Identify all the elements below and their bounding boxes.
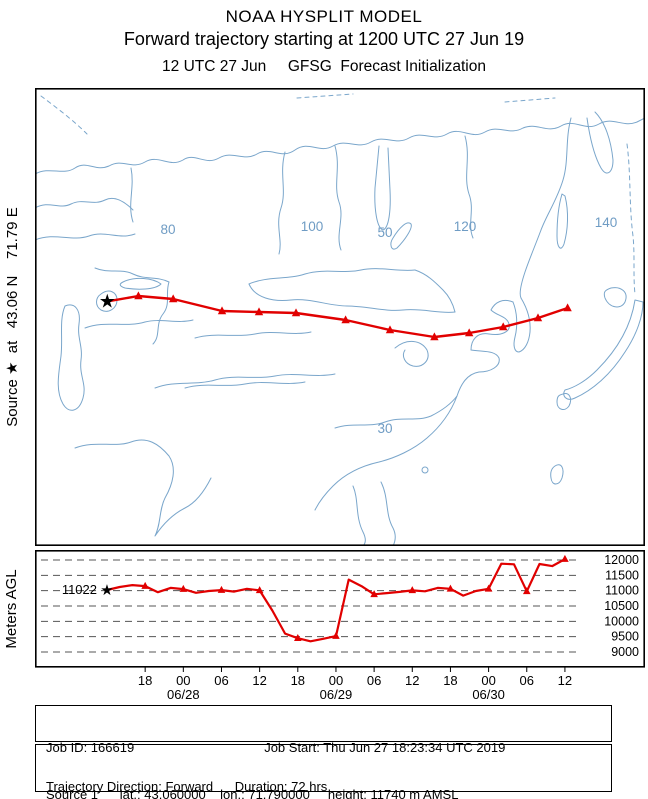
trajectory-marker [254, 307, 264, 316]
time-tick-label: 18 [443, 673, 457, 688]
profile-marker [561, 554, 569, 562]
time-tick-label: 12 [558, 673, 572, 688]
date-label: 06/29 [320, 687, 353, 702]
trajectory-marker [385, 325, 395, 334]
graticule-label: 100 [301, 219, 324, 234]
time-tick-label: 12 [405, 673, 419, 688]
graticule-label: 120 [454, 219, 477, 234]
map-border [35, 88, 645, 546]
profile-ytick-label: 12000 [604, 553, 639, 567]
time-tick-label: 18 [291, 673, 305, 688]
profile-marker [370, 590, 378, 598]
profile-marker [332, 631, 340, 639]
graticule-label: 50 [377, 225, 392, 240]
trajectory-marker [291, 308, 301, 317]
profile-start-height-label: 11022 [62, 582, 97, 597]
profile-marker [255, 586, 264, 594]
profile-marker [179, 584, 188, 592]
source-line: Source 1 lat.: 43.060000 lon.: 71.790000… [46, 786, 459, 799]
graticule-label: 140 [595, 215, 618, 230]
profile-ytick-label: 9000 [611, 645, 639, 659]
map-graticule-labels: 80 100 50 120 140 30 [160, 215, 617, 436]
figure-title: NOAA HYSPLIT MODEL [225, 7, 423, 26]
trajectory-marker [464, 328, 474, 337]
profile-ytick-label: 10000 [604, 614, 639, 628]
graticule-label: 80 [160, 222, 175, 237]
map-coastlines [35, 111, 645, 546]
profile-marker [522, 587, 531, 595]
trajectory-marker [134, 291, 143, 300]
trajectory-marker [430, 332, 439, 341]
profile-ytick-label: 9500 [611, 630, 639, 644]
profile-ytick-label: 11000 [605, 584, 639, 598]
trajectory-marker [533, 313, 543, 322]
profile-marker [217, 585, 226, 593]
job-info-box: Job ID: 166619 Job Start: Thu Jun 27 18:… [35, 705, 612, 799]
trajectory-marker [341, 315, 350, 324]
profile-ytick-label: 11500 [605, 568, 639, 582]
map-y-axis-label: Source ★ at 43.06 N 71.79 E [4, 207, 21, 427]
trajectory-map-panel: 80 100 50 120 140 30 ★ [35, 88, 645, 546]
run-settings-box: Trajectory Direction: Forward Duration: … [35, 744, 612, 794]
job-line: Job ID: 166619 Job Start: Thu Jun 27 18:… [46, 740, 506, 755]
profile-y-axis-label: Meters AGL [3, 569, 20, 649]
forecast-init-line: 12 UTC 27 Jun GFSG Forecast Initializati… [162, 58, 486, 75]
profile-marker [141, 581, 149, 589]
date-label: 06/30 [472, 687, 505, 702]
graticule-label: 30 [377, 421, 392, 436]
trajectory-marker [168, 294, 178, 303]
source-star-icon: ★ [99, 291, 116, 312]
date-label: 06/28 [167, 687, 200, 702]
map-graticule-dashed [40, 93, 636, 295]
time-tick-label: 00 [176, 673, 190, 688]
time-tick-label: 06 [520, 673, 534, 688]
profile-marker [484, 584, 493, 592]
profile-ytick-label: 10500 [604, 599, 639, 613]
trajectory-marker [563, 303, 572, 312]
profile-start-star-icon: ★ [100, 582, 113, 599]
trajectory-marker [217, 306, 227, 315]
time-tick-label: 00 [329, 673, 343, 688]
figure-subtitle: Forward trajectory starting at 1200 UTC … [123, 29, 525, 49]
time-tick-label: 12 [252, 673, 266, 688]
trajectory-map-svg: 80 100 50 120 140 30 ★ [35, 88, 645, 546]
profile-marker [294, 634, 302, 642]
profile-marker [446, 584, 455, 592]
time-tick-label: 18 [138, 673, 152, 688]
time-tick-label: 06 [214, 673, 228, 688]
time-tick-label: 06 [367, 673, 381, 688]
trajectory-layer: ★ [99, 291, 572, 341]
trajectory-marker [499, 322, 508, 331]
time-tick-label: 00 [481, 673, 495, 688]
profile-marker [408, 586, 417, 594]
height-profile-panel: 12000 11500 11000 10500 10000 9500 9000 ★ 11022 1… [35, 550, 645, 702]
direction-line: Trajectory Direction: Forward Duration: … [46, 779, 328, 794]
profile-line [106, 558, 566, 643]
profile-border [35, 550, 645, 668]
